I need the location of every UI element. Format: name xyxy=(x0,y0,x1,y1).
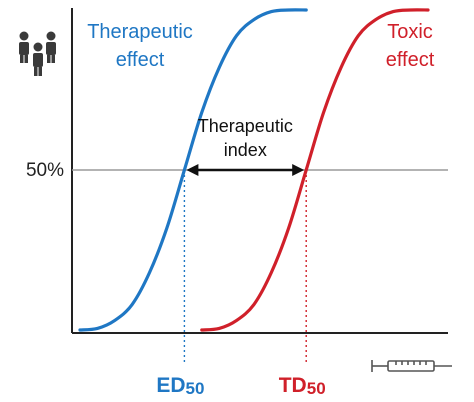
therapeutic-effect-curve xyxy=(78,8,308,332)
toxic-effect-label-line-1: Toxic xyxy=(387,21,433,43)
toxic-effect-label-line-2: effect xyxy=(386,49,435,71)
therapeutic-effect-label-line-1: Therapeutic xyxy=(87,21,193,43)
toxic-effect-curve xyxy=(200,8,430,332)
therapeutic-index-label-line-1: Therapeutic xyxy=(198,116,293,136)
td50-label: TD50 xyxy=(279,374,326,398)
td50-label-prefix: TD xyxy=(279,374,307,397)
ed50-label-subscript: 50 xyxy=(186,379,205,398)
therapeutic-index-label-line-2: index xyxy=(224,140,267,160)
fifty-percent-label: 50% xyxy=(26,160,64,181)
ed50-label-prefix: ED xyxy=(156,374,185,397)
therapeutic-effect-label-line-2: effect xyxy=(116,49,165,71)
syringe-icon xyxy=(371,360,452,372)
therapeutic-index-arrowhead-left xyxy=(186,164,199,176)
td50-label-subscript: 50 xyxy=(307,379,326,398)
ed50-label: ED50 xyxy=(156,374,204,398)
therapeutic-index-arrowhead-right xyxy=(292,164,305,176)
people-icon xyxy=(19,31,56,76)
